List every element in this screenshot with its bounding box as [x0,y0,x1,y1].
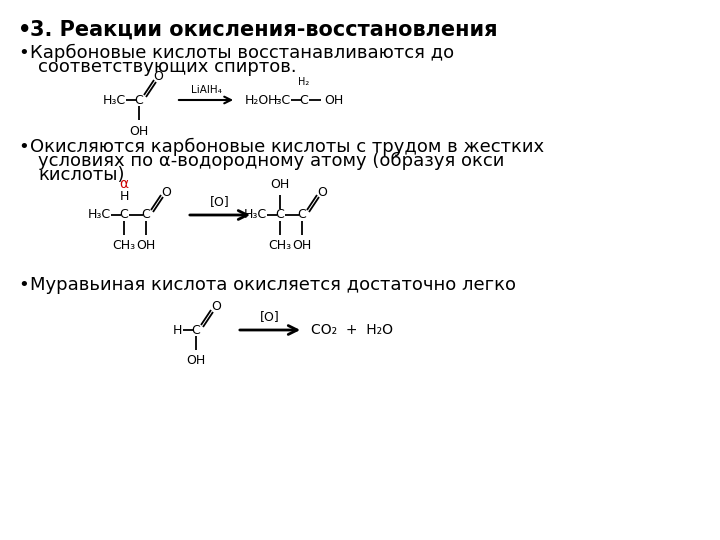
Text: H₂O: H₂O [245,93,269,106]
Text: CH₃: CH₃ [112,239,135,252]
Text: α: α [120,177,129,191]
Text: H: H [120,190,129,203]
Text: соответствующих спиртов.: соответствующих спиртов. [38,58,297,76]
Text: условиях по α-водородному атому (образуя окси: условиях по α-водородному атому (образуя… [38,152,505,170]
Text: 3. Реакции окисления-восстановления: 3. Реакции окисления-восстановления [30,20,498,40]
Text: •: • [18,276,29,294]
Text: Окисляются карбоновые кислоты с трудом в жестких: Окисляются карбоновые кислоты с трудом в… [30,138,544,156]
Text: •: • [18,44,29,62]
Text: O: O [317,186,327,199]
Text: C: C [142,208,150,221]
Text: кислоты): кислоты) [38,166,125,184]
Text: [O]: [O] [260,310,280,323]
Text: C: C [135,93,143,106]
Text: O: O [161,186,171,199]
Text: –: – [274,93,280,106]
Text: H₃C: H₃C [103,93,126,106]
Text: C: C [192,323,200,336]
Text: OH: OH [136,239,156,252]
Text: OH: OH [324,93,343,106]
Text: H: H [172,323,181,336]
Text: [O]: [O] [210,195,230,208]
Text: O: O [153,71,163,84]
Text: OH: OH [130,125,148,138]
Text: CO₂  +  H₂O: CO₂ + H₂O [311,323,393,337]
Text: H₃C: H₃C [268,93,291,106]
Text: C: C [276,208,284,221]
Text: OH: OH [186,354,206,367]
Text: Муравьиная кислота окисляется достаточно легко: Муравьиная кислота окисляется достаточно… [30,276,516,294]
Text: LiAlH₄: LiAlH₄ [191,85,222,95]
Text: •: • [18,20,32,40]
Text: C: C [300,93,308,106]
Text: OH: OH [292,239,312,252]
Text: CH₃: CH₃ [269,239,292,252]
Text: OH: OH [271,178,289,191]
Text: C: C [120,208,128,221]
Text: Карбоновые кислоты восстанавливаются до: Карбоновые кислоты восстанавливаются до [30,44,454,62]
Text: H₃C: H₃C [244,208,267,221]
Text: C: C [297,208,307,221]
Text: H₂: H₂ [298,77,310,87]
Text: H₃C: H₃C [88,208,111,221]
Text: •: • [18,138,29,156]
Text: O: O [211,300,221,314]
